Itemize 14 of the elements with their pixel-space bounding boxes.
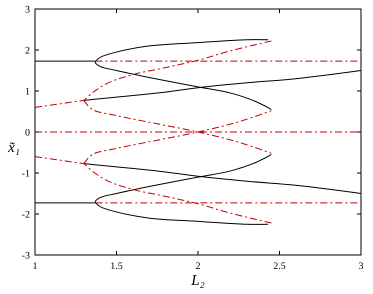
y-tick-label: 3 xyxy=(25,4,30,16)
x-tick-label: 1.5 xyxy=(110,261,123,272)
x-tick-label: 3 xyxy=(358,261,364,272)
y-tick-label: -3 xyxy=(22,250,30,262)
y-tick-label: 2 xyxy=(25,46,30,56)
x-tick-label: 1 xyxy=(32,261,38,272)
y-tick-label: 0 xyxy=(25,128,30,138)
y-tick-label: 1 xyxy=(25,86,30,98)
x-axis-title: L₂ xyxy=(190,273,205,289)
y-tick-label: -2 xyxy=(22,210,30,220)
y-axis-title: x̃₁ xyxy=(7,140,20,156)
x-tick-label: 2.5 xyxy=(273,261,286,272)
x-tick-label: 2 xyxy=(196,261,200,272)
y-tick-label: -1 xyxy=(22,168,30,180)
